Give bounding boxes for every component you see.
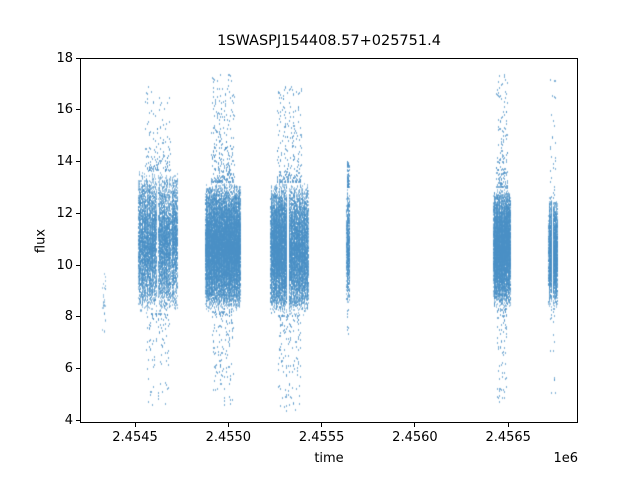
x-tick-label: 2.4550 xyxy=(205,430,252,445)
x-tick-label: 2.4565 xyxy=(485,430,531,445)
y-tick-label: 16 xyxy=(56,102,73,118)
scatter-canvas xyxy=(80,58,578,423)
x-tick-label: 2.4555 xyxy=(298,430,345,445)
plot-area xyxy=(80,58,578,423)
y-tick-mark xyxy=(76,109,80,111)
y-tick-mark xyxy=(76,419,80,421)
y-tick-mark xyxy=(76,212,80,214)
x-tick-mark xyxy=(134,423,136,427)
y-tick-label: 6 xyxy=(64,360,73,376)
chart-title: 1SWASPJ154408.57+025751.4 xyxy=(217,33,441,49)
x-tick-mark xyxy=(227,423,229,427)
y-tick-mark xyxy=(76,57,80,59)
y-tick-label: 14 xyxy=(56,154,73,170)
y-tick-mark xyxy=(76,316,80,318)
y-axis-label: flux xyxy=(33,228,49,254)
y-tick-label: 8 xyxy=(64,309,73,325)
y-tick-label: 12 xyxy=(56,205,73,221)
x-tick-mark xyxy=(414,423,416,427)
y-tick-mark xyxy=(76,161,80,163)
y-tick-label: 10 xyxy=(56,257,73,273)
y-tick-label: 18 xyxy=(56,50,73,66)
x-tick-label: 2.4545 xyxy=(112,430,158,445)
x-axis-label: time xyxy=(314,451,344,466)
x-tick-mark xyxy=(321,423,323,427)
y-tick-label: 4 xyxy=(64,412,73,428)
y-tick-mark xyxy=(76,367,80,369)
x-offset-label: 1e6 xyxy=(553,451,578,466)
x-tick-mark xyxy=(507,423,509,427)
x-tick-label: 2.4560 xyxy=(392,430,438,445)
y-tick-mark xyxy=(76,264,80,266)
